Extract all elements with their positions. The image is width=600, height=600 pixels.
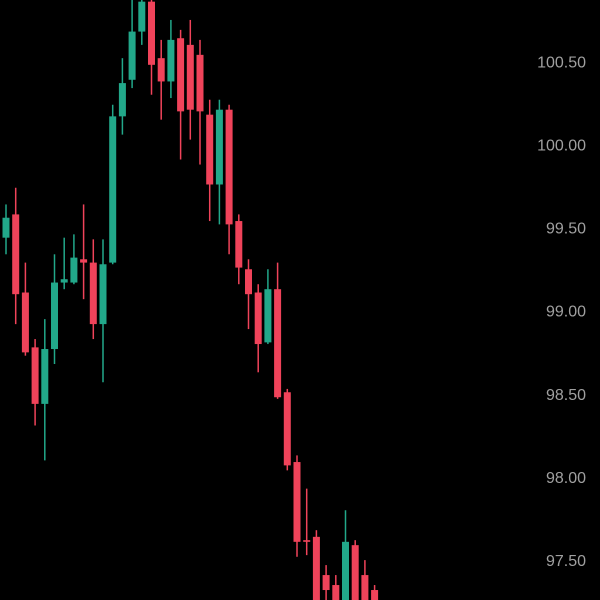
candle-body — [322, 575, 330, 591]
candle-body — [303, 540, 311, 542]
candle-body — [12, 214, 20, 295]
candle-body — [342, 541, 349, 600]
candle-body — [196, 54, 204, 112]
y-tick-label: 98.00 — [546, 470, 586, 487]
candle-body — [157, 58, 165, 82]
candle-body — [31, 347, 39, 404]
candle-body — [148, 1, 155, 65]
y-tick-label: 99.00 — [546, 304, 586, 321]
candle-body — [361, 575, 369, 600]
candle-body — [371, 590, 379, 600]
candle-body — [293, 462, 301, 542]
candle-body — [312, 536, 320, 600]
candle-body — [89, 262, 97, 325]
candle-body — [283, 392, 291, 466]
candle-body — [128, 31, 136, 80]
candle-body — [70, 257, 78, 283]
candle-body — [138, 1, 146, 32]
candle-body — [206, 114, 214, 185]
candle-body — [167, 39, 175, 82]
y-tick-label: 99.50 — [546, 221, 586, 238]
y-tick-label: 100.00 — [537, 137, 586, 154]
candle-body — [215, 109, 223, 185]
candle-body — [274, 289, 282, 398]
candle-body — [177, 38, 185, 112]
candle-body — [51, 282, 58, 350]
y-tick-label: 97.50 — [546, 553, 586, 570]
candle-body — [41, 349, 49, 404]
candle-body — [351, 545, 359, 600]
candle-body — [60, 279, 68, 283]
candle-body — [186, 44, 194, 110]
candle-body — [264, 289, 272, 343]
candle-body — [235, 221, 243, 268]
candle-body — [2, 217, 10, 238]
candle-body — [118, 83, 126, 117]
candle-body — [109, 116, 117, 263]
candle-body — [80, 259, 88, 263]
candle-body — [21, 292, 29, 353]
y-tick-label: 98.50 — [546, 387, 586, 404]
candle-body — [332, 585, 340, 600]
y-tick-label: 100.50 — [537, 54, 586, 71]
candle-body — [254, 292, 262, 345]
candle-body — [245, 269, 252, 295]
candle-body — [99, 264, 107, 325]
candle-body — [225, 109, 233, 225]
